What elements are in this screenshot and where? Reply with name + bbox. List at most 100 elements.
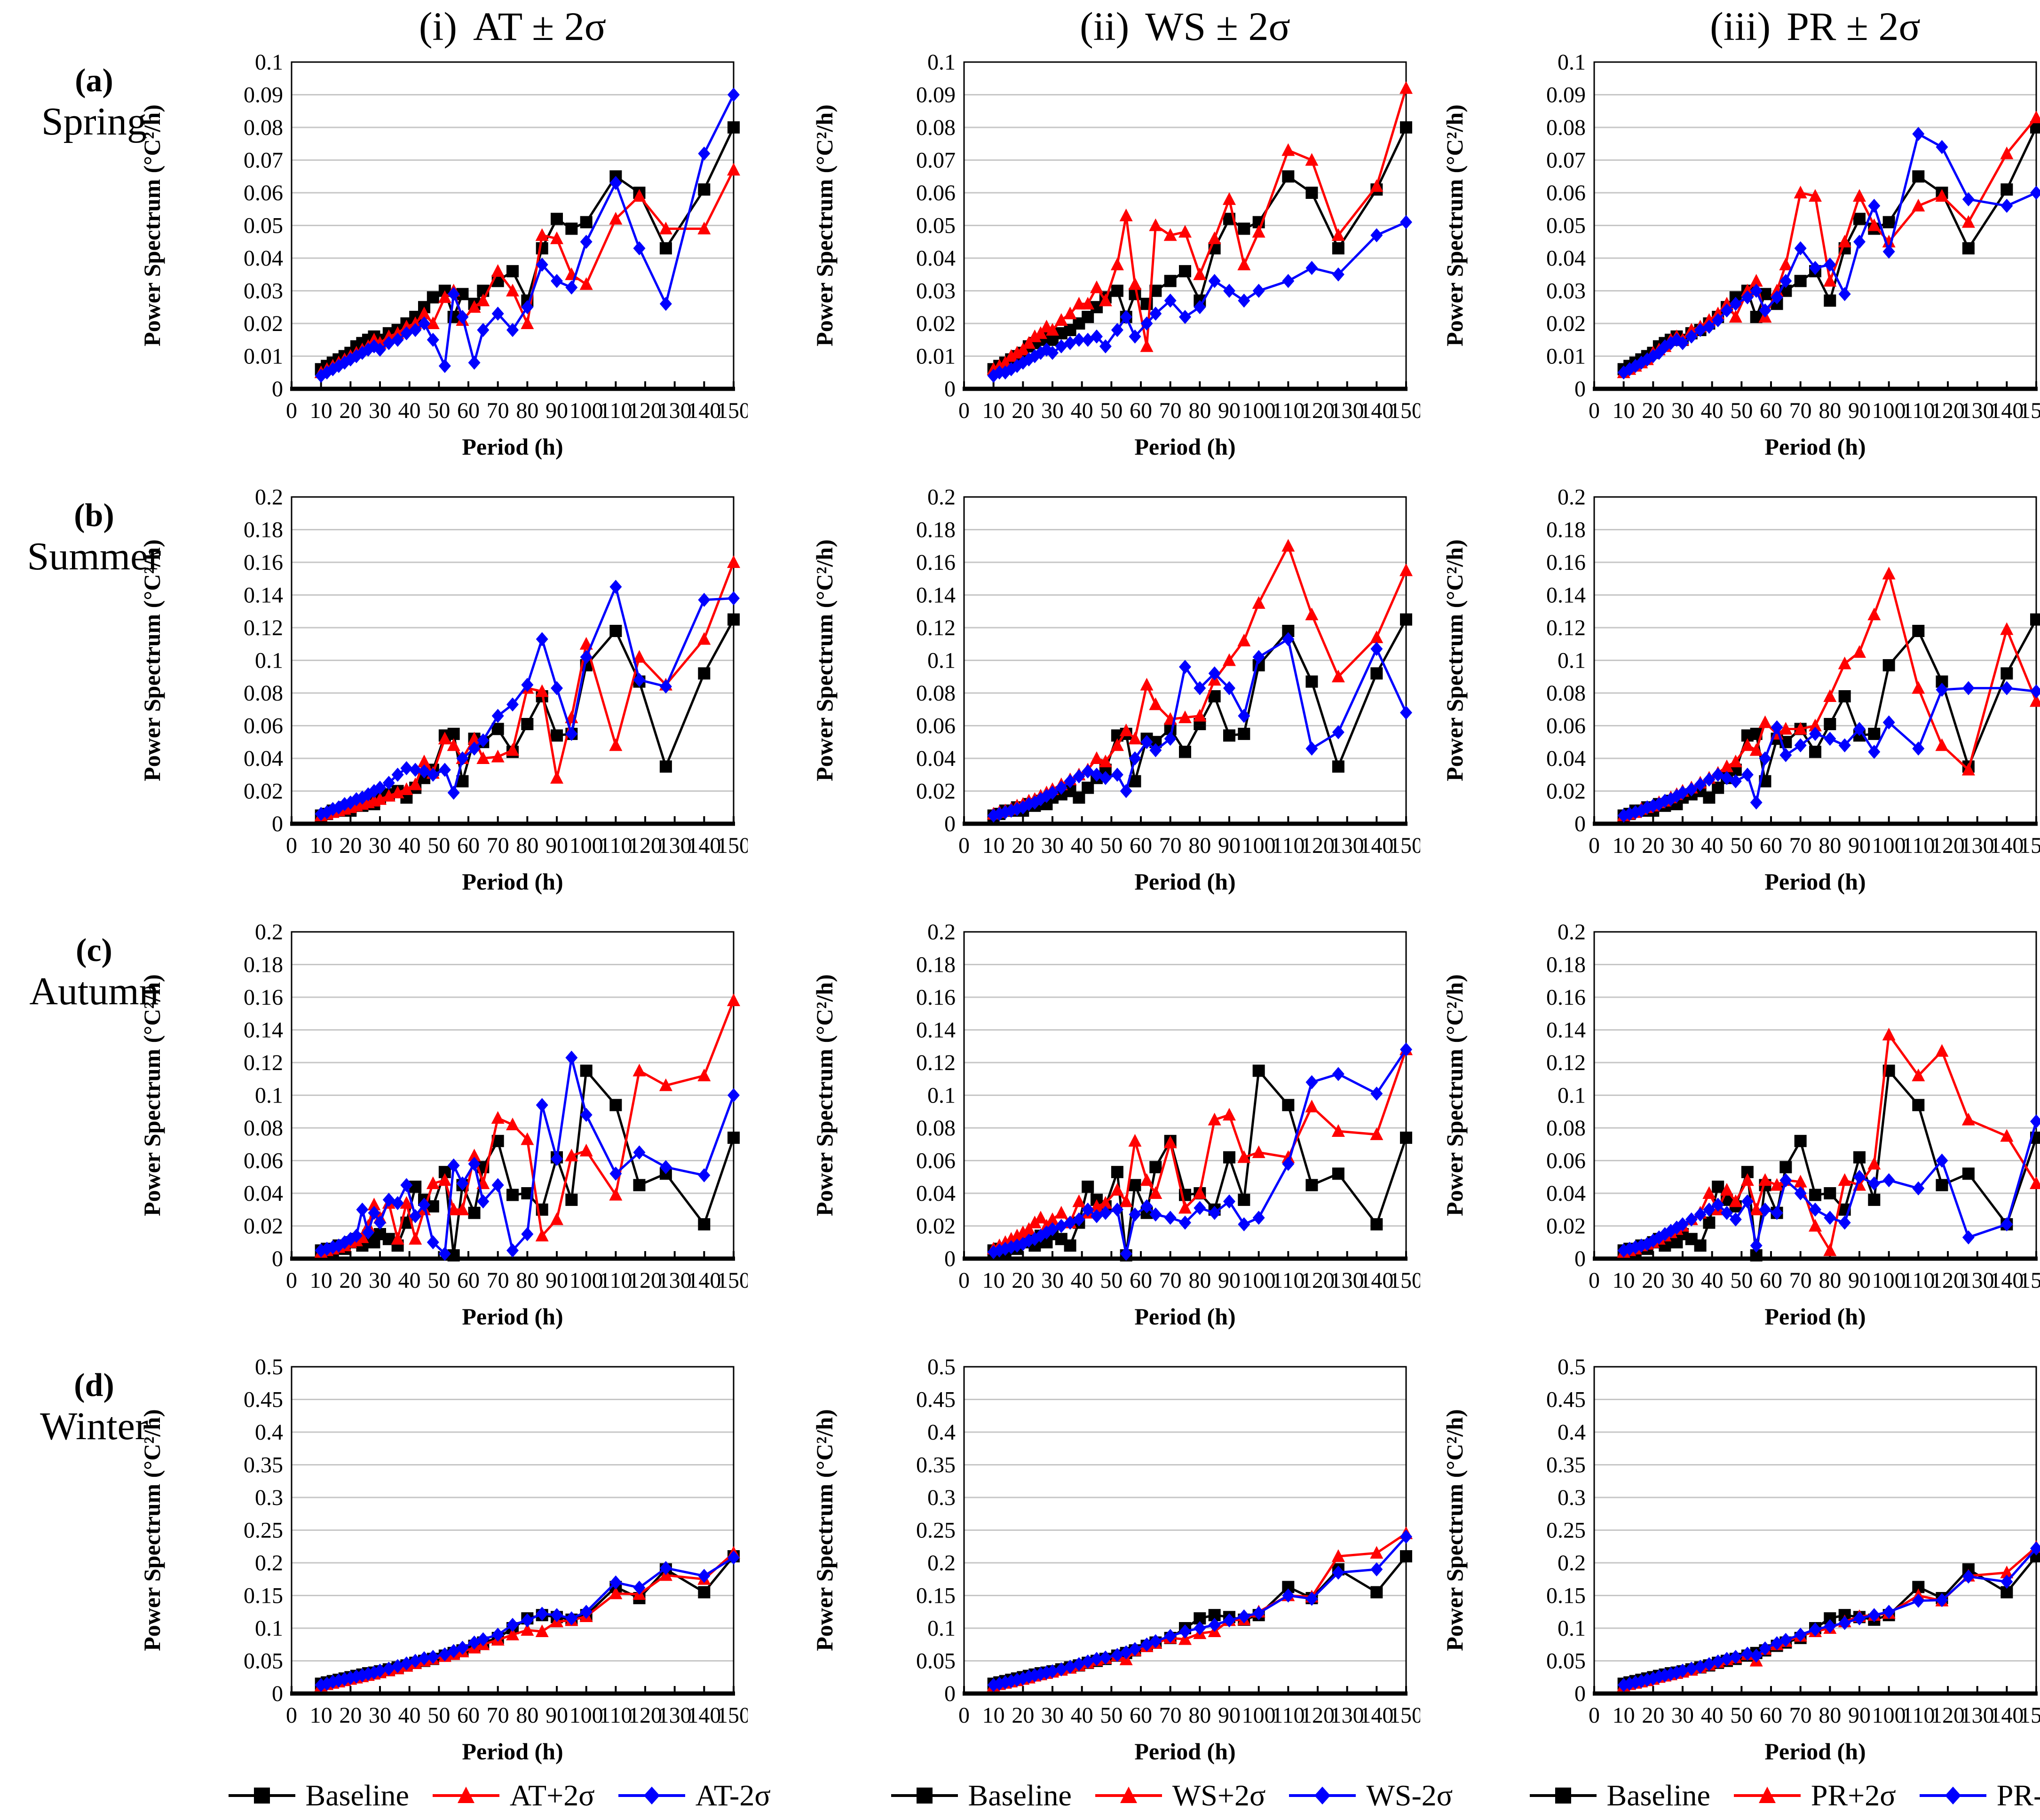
x-tick-label: 130	[658, 833, 692, 858]
y-axis-title: Power Spectrum (°C²/h)	[1441, 1409, 1468, 1651]
y-tick-labels: 0 0.05 0.1 0.15 0.2 0.25 0.3 0.35 0.4 0.45 0.5	[916, 1355, 956, 1706]
x-tick-label: 40	[398, 1268, 421, 1293]
y-tick-label: 0.04	[244, 1181, 283, 1206]
y-tick-label: 0.2	[1558, 922, 1586, 945]
y-tick-label: 0.18	[244, 518, 283, 543]
y-tick-label: 0.2	[255, 487, 283, 510]
legend-entry-at-2-: AT-2σ	[617, 1778, 771, 1813]
x-tick-label: 140	[1990, 1268, 2024, 1293]
y-tick-label: 0.3	[1558, 1485, 1586, 1510]
y-tick-label: 0.18	[916, 953, 956, 977]
x-tick-label: 0	[286, 833, 297, 858]
x-tick-label: 150	[717, 1703, 748, 1728]
chart-a-iii: 010203040506070809010011012013014015000.…	[1392, 50, 2040, 487]
x-axis-title: Period (h)	[1764, 1303, 1866, 1330]
x-tick-label: 130	[658, 1268, 692, 1293]
x-tick-label: 110	[599, 1703, 632, 1728]
y-tick-label: 0.1	[255, 52, 283, 75]
x-tick-label: 90	[1848, 833, 1871, 858]
y-tick-label: 0.16	[244, 550, 283, 575]
y-tick-label: 0	[272, 1681, 283, 1706]
square-marker-icon	[1529, 1788, 1597, 1804]
y-tick-label: 0.08	[1546, 1116, 1586, 1141]
gridlines	[964, 964, 1406, 1227]
y-tick-label: 0.14	[1546, 1018, 1586, 1043]
series-at-2-	[315, 87, 740, 383]
x-tick-label: 80	[1819, 398, 1841, 423]
y-tick-label: 0.1	[1558, 52, 1586, 75]
y-tick-label: 0.1	[255, 1083, 283, 1108]
y-tick-label: 0	[1574, 1246, 1586, 1271]
x-tick-label: 40	[1701, 1703, 1724, 1728]
x-tick-label: 60	[1130, 1268, 1152, 1293]
y-tick-label: 0.08	[244, 1116, 283, 1141]
gridlines	[292, 529, 734, 792]
y-tick-label: 0	[1574, 812, 1586, 836]
x-tick-label: 80	[516, 398, 538, 423]
x-tick-label: 20	[1642, 1268, 1664, 1293]
x-tick-label: 60	[457, 398, 480, 423]
x-tick-label: 40	[398, 398, 421, 423]
axes	[963, 496, 1407, 826]
x-tick-label: 10	[1613, 1268, 1635, 1293]
y-tick-label: 0.06	[916, 1149, 956, 1174]
x-tick-label: 140	[687, 398, 721, 423]
y-tick-label: 0.08	[916, 1116, 956, 1141]
series-at-2-	[315, 580, 740, 821]
x-tick-label: 110	[1272, 1268, 1305, 1293]
y-tick-label: 0.15	[1546, 1584, 1586, 1608]
x-tick-label: 40	[1071, 1703, 1093, 1728]
y-tick-label: 0.1	[927, 1616, 956, 1641]
y-tick-label: 0.05	[1546, 213, 1586, 238]
x-tick-label: 10	[982, 398, 1005, 423]
x-tick-label: 40	[398, 833, 421, 858]
column-title-iii-num: (iii)	[1710, 4, 1771, 49]
series-ws-2-	[987, 1042, 1413, 1255]
x-tick-label: 80	[1188, 1268, 1211, 1293]
series-ws-2-	[987, 1042, 1412, 1261]
x-tick-label: 60	[1130, 1703, 1152, 1728]
series-pr-2-	[1617, 681, 2040, 823]
y-tick-labels: 0 0.02 0.04 0.06 0.08 0.1 0.12 0.14 0.16 0.18 0.2	[1546, 920, 1586, 1271]
x-tick-label: 30	[1671, 1268, 1694, 1293]
x-axis-title: Period (h)	[1134, 868, 1235, 895]
y-tick-label: 0.06	[244, 181, 283, 205]
y-tick-label: 0.05	[916, 1649, 956, 1674]
x-tick-label: 130	[1961, 398, 1994, 423]
y-tick-label: 0.4	[255, 1420, 283, 1445]
y-tick-label: 0.1	[927, 1083, 956, 1108]
x-tick-label: 120	[1301, 833, 1335, 858]
x-tick-label: 30	[369, 1268, 391, 1293]
series-ws-2-	[987, 1529, 1412, 1692]
legend-entry-baseline: Baseline	[889, 1778, 1072, 1813]
y-tick-label: 0.2	[1558, 1551, 1586, 1576]
x-tick-label: 40	[1701, 1268, 1724, 1293]
x-tick-label: 90	[546, 398, 568, 423]
x-tick-label: 20	[339, 833, 362, 858]
x-tick-label: 30	[1041, 833, 1064, 858]
row-label-c: (c) Autumn	[14, 933, 174, 1015]
chart-c-i: 0 10 20 30 40 50 60 70 80 90 100 110 120 130 140 150 0 0.…	[89, 920, 751, 1356]
x-tick-label: 60	[457, 1268, 480, 1293]
x-tick-label: 130	[1330, 1703, 1364, 1728]
x-axis-title: Period (h)	[462, 1738, 563, 1765]
x-tick-label: 130	[1961, 1703, 1994, 1728]
y-tick-label: 0.12	[244, 615, 283, 640]
gridlines	[292, 964, 734, 1227]
y-tick-label: 0.02	[244, 311, 283, 336]
y-tick-label: 0	[272, 1246, 283, 1271]
y-tick-labels: 0 0.02 0.04 0.06 0.08 0.1 0.12 0.14 0.16 0.18 0.2	[916, 485, 956, 836]
y-tick-label: 0.16	[244, 985, 283, 1010]
y-tick-label: 0.1	[1558, 1616, 1586, 1641]
x-tick-label: 100	[1872, 1703, 1906, 1728]
gridlines	[1594, 964, 2036, 1227]
x-tick-label: 100	[569, 398, 603, 423]
x-tick-label: 150	[717, 398, 748, 423]
y-tick-label: 0.2	[1558, 487, 1586, 510]
y-tick-label: 0.08	[1546, 115, 1586, 140]
chart-c-ii: 0 10 20 30 40 50 60 70 80 90 100 110 120 130 140 150 0 0.…	[762, 920, 1423, 1356]
